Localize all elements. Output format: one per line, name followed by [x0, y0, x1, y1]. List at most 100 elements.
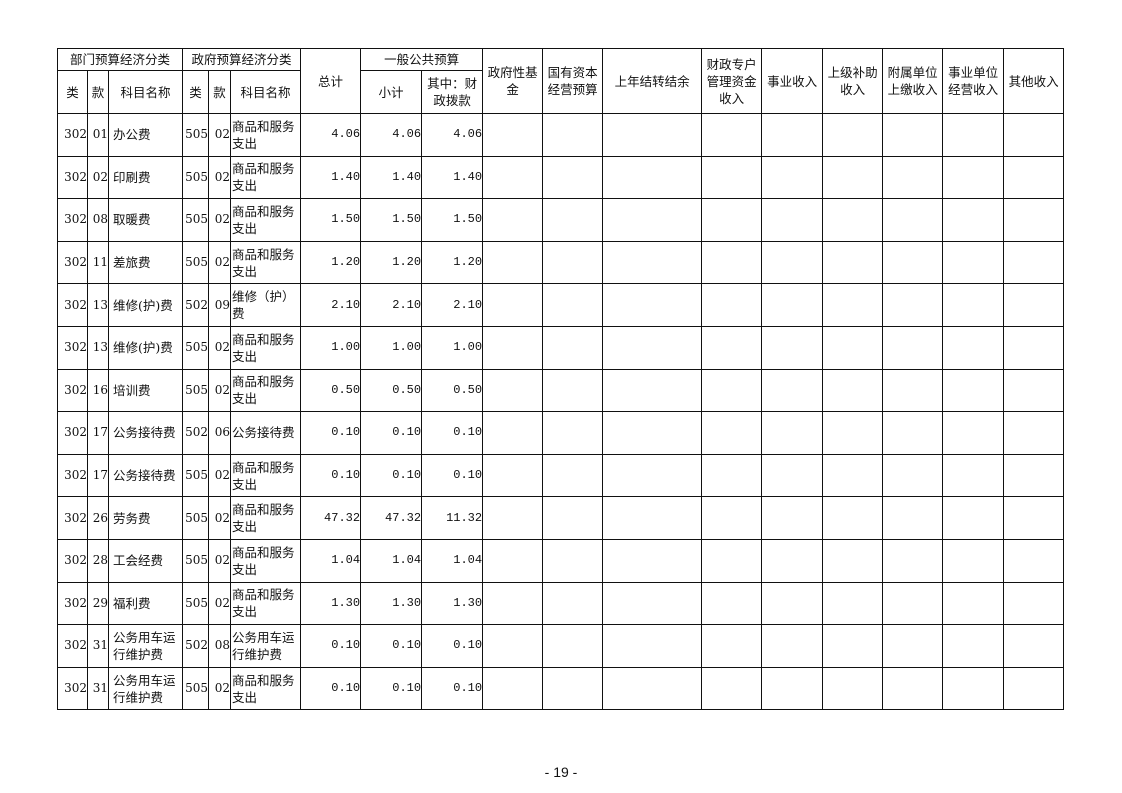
cell-fiscal-alloc: 0.50 [421, 368, 484, 413]
header-subject-name: 科目名称 [107, 70, 184, 114]
cell-gov-lei: 505 [182, 368, 210, 413]
cell-fiscal-alloc: 0.10 [421, 453, 484, 498]
cell-gov-subject-name: 商品和服务支出 [230, 581, 302, 626]
cell-total: 1.40 [300, 155, 362, 200]
table-row: 302 29 福利费 505 02 商品和服务支出 1.30 1.30 1.30 [57, 581, 1065, 626]
empty-cell [942, 113, 1005, 157]
header-gov-fund: 政府性基金 [482, 48, 544, 114]
cell-total: 0.10 [300, 624, 362, 668]
cell-subject-name: 福利费 [107, 581, 184, 626]
empty-cell [822, 496, 884, 540]
empty-cell [882, 453, 944, 498]
cell-lei: 302 [57, 155, 88, 200]
cell-total: 0.10 [300, 411, 362, 455]
empty-cell [602, 283, 703, 327]
empty-cell [602, 666, 703, 711]
empty-cell [1003, 198, 1065, 242]
cell-kuan: 08 [87, 198, 109, 242]
cell-subtotal: 0.10 [360, 411, 423, 455]
empty-cell [882, 581, 944, 626]
cell-gov-kuan: 02 [208, 240, 232, 285]
table-row: 302 16 培训费 505 02 商品和服务支出 0.50 0.50 0.50 [57, 368, 1065, 413]
empty-cell [701, 581, 763, 626]
empty-cell [882, 624, 944, 668]
cell-gov-lei: 505 [182, 113, 210, 157]
empty-cell [701, 198, 763, 242]
table-row: 302 31 公务用车运行维护费 505 02 商品和服务支出 0.10 0.10 0.10 [57, 666, 1065, 711]
empty-cell [1003, 538, 1065, 583]
empty-cell [822, 581, 884, 626]
empty-cell [482, 325, 544, 370]
empty-cell [942, 538, 1005, 583]
empty-cell [542, 283, 604, 327]
cell-kuan: 28 [87, 538, 109, 583]
empty-cell [761, 240, 824, 285]
empty-cell [602, 325, 703, 370]
empty-cell [1003, 240, 1065, 285]
empty-cell [942, 368, 1005, 413]
cell-kuan: 11 [87, 240, 109, 285]
empty-cell [822, 368, 884, 413]
budget-table: 部门预算经济分类 政府预算经济分类 总计 一般公共预算 政府性基金 国有资本经营… [56, 48, 1065, 711]
table-row: 302 02 印刷费 505 02 商品和服务支出 1.40 1.40 1.40 [57, 155, 1065, 200]
table-row: 302 11 差旅费 505 02 商品和服务支出 1.20 1.20 1.20 [57, 240, 1065, 285]
empty-cell [602, 240, 703, 285]
header-dept-classification: 部门预算经济分类 [56, 48, 184, 71]
empty-cell [1003, 453, 1065, 498]
cell-fiscal-alloc: 1.04 [421, 538, 484, 583]
cell-total: 0.10 [300, 666, 362, 711]
cell-gov-subject-name: 商品和服务支出 [230, 368, 302, 413]
empty-cell [822, 240, 884, 285]
empty-cell [482, 368, 544, 413]
empty-cell [482, 624, 544, 668]
cell-lei: 302 [57, 538, 88, 583]
empty-cell [482, 496, 544, 540]
cell-gov-subject-name: 商品和服务支出 [230, 198, 302, 242]
cell-gov-kuan: 02 [208, 666, 232, 711]
cell-gov-subject-name: 商品和服务支出 [230, 325, 302, 370]
cell-gov-subject-name: 商品和服务支出 [230, 113, 302, 157]
cell-subtotal: 1.50 [360, 198, 423, 242]
table-row: 302 13 维修(护)费 505 02 商品和服务支出 1.00 1.00 1.00 [57, 325, 1065, 370]
cell-kuan: 17 [87, 453, 109, 498]
cell-gov-subject-name: 商品和服务支出 [230, 453, 302, 498]
empty-cell [822, 666, 884, 711]
empty-cell [542, 411, 604, 455]
empty-cell [701, 325, 763, 370]
empty-cell [701, 624, 763, 668]
empty-cell [822, 325, 884, 370]
cell-total: 0.10 [300, 453, 362, 498]
cell-gov-lei: 505 [182, 538, 210, 583]
cell-fiscal-alloc: 1.20 [421, 240, 484, 285]
empty-cell [1003, 283, 1065, 327]
cell-fiscal-alloc: 0.10 [421, 666, 484, 711]
cell-total: 1.04 [300, 538, 362, 583]
empty-cell [822, 538, 884, 583]
cell-gov-lei: 505 [182, 240, 210, 285]
empty-cell [701, 368, 763, 413]
header-superior-subsidy: 上级补助收入 [822, 48, 884, 114]
table-row: 302 17 公务接待费 505 02 商品和服务支出 0.10 0.10 0.10 [57, 453, 1065, 498]
empty-cell [542, 666, 604, 711]
empty-cell [602, 538, 703, 583]
cell-subtotal: 1.40 [360, 155, 423, 200]
cell-gov-kuan: 02 [208, 496, 232, 540]
empty-cell [482, 113, 544, 157]
header-fiscal-alloc: 其中：财政拨款 [421, 70, 484, 114]
cell-lei: 302 [57, 581, 88, 626]
cell-lei: 302 [57, 624, 88, 668]
empty-cell [942, 624, 1005, 668]
cell-gov-lei: 505 [182, 496, 210, 540]
cell-gov-kuan: 02 [208, 368, 232, 413]
empty-cell [761, 496, 824, 540]
empty-cell [761, 113, 824, 157]
cell-kuan: 13 [87, 325, 109, 370]
cell-kuan: 31 [87, 666, 109, 711]
empty-cell [602, 624, 703, 668]
empty-cell [942, 155, 1005, 200]
empty-cell [882, 113, 944, 157]
cell-gov-lei: 505 [182, 453, 210, 498]
empty-cell [542, 624, 604, 668]
cell-gov-kuan: 02 [208, 155, 232, 200]
empty-cell [602, 581, 703, 626]
